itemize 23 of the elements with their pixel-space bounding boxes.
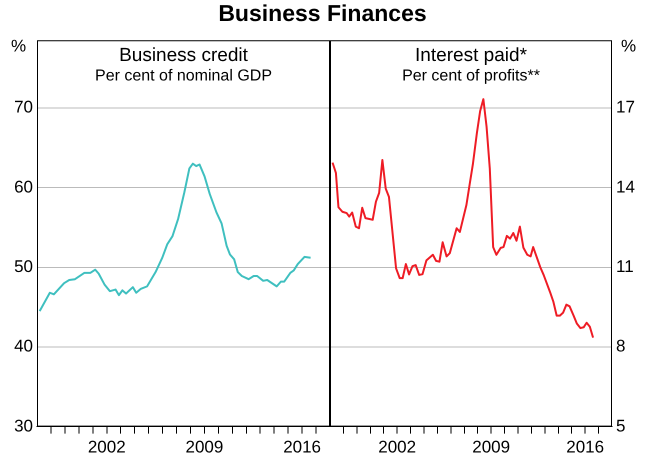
y-tick-label: 60 [14,177,33,196]
y-tick-label: 70 [14,98,33,117]
annotation: Per cent of profits** [402,68,540,85]
y2-tick-label: 17 [616,98,635,117]
chart-subtitle: Business credit [119,44,249,66]
chart-title: Business Finances [217,0,428,26]
x-tick-label: 2009 [472,437,510,456]
y2-tick-label: 8 [616,336,626,356]
y2-tick-label: 14 [616,177,635,196]
x-tick-label: 2016 [566,437,604,456]
x-tick-label: 2016 [283,437,322,456]
x-tick-label: 2002 [88,437,126,456]
y-tick-label: 40 [14,336,33,356]
chart-subtitle: Interest paid* [415,44,528,66]
y-tick-label: 30 [14,416,33,436]
y-tick-label: 50 [14,256,33,276]
x-tick-label: 2002 [378,437,416,456]
y2-tick-label: 5 [616,416,626,436]
x-tick-label: 2009 [186,437,224,456]
annotation: Per cent of nominal GDP [95,68,272,85]
y2-tick-label: 11 [616,256,634,276]
y-axis-title: % [10,36,26,56]
y2-axis-title: % [620,36,636,56]
